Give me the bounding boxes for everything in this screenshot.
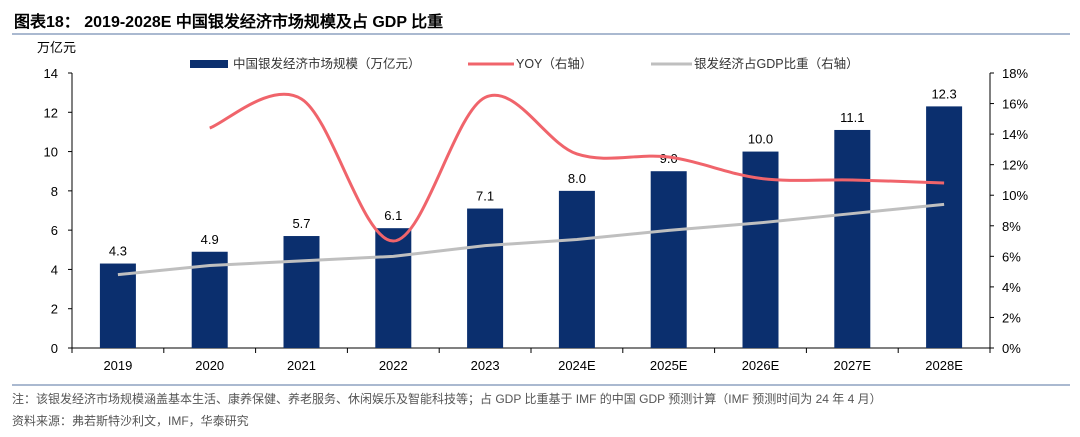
bar-2024E xyxy=(558,190,595,348)
legend: 中国银发经济市场规模（万亿元） YOY（右轴） 银发经济占GDP比重（右轴） xyxy=(190,56,859,71)
right-tick-label: 10% xyxy=(1002,188,1028,203)
bar-data-label: 11.1 xyxy=(840,110,864,125)
bar-data-label: 10.0 xyxy=(748,132,773,147)
bar-2022 xyxy=(375,228,412,348)
legend-label-gdp-share: 银发经济占GDP比重（右轴） xyxy=(694,56,859,71)
right-tick-label: 18% xyxy=(1002,66,1028,81)
right-tick-label: 8% xyxy=(1002,219,1021,234)
left-tick-label: 12 xyxy=(44,105,58,120)
right-tick-label: 0% xyxy=(1002,341,1021,356)
right-tick-label: 4% xyxy=(1002,280,1021,295)
bar-data-label: 5.7 xyxy=(292,216,310,231)
x-tick-label: 2023 xyxy=(471,358,500,373)
x-tick-label: 2024E xyxy=(558,358,596,373)
x-tick-label: 2025E xyxy=(650,358,688,373)
x-tick-label: 2021 xyxy=(287,358,316,373)
footnote: 注：该银发经济市场规模涵盖基本生活、康养保健、养老服务、休闲娱乐及智能科技等；占… xyxy=(12,391,882,406)
left-tick-label: 0 xyxy=(51,341,58,356)
right-tick-label: 16% xyxy=(1002,97,1028,112)
bar-2028E xyxy=(926,106,963,349)
bar-data-label: 4.3 xyxy=(109,244,127,259)
right-tick-label: 14% xyxy=(1002,127,1028,142)
bar-2025E xyxy=(650,171,687,348)
x-tick-label: 2027E xyxy=(834,358,872,373)
left-tick-label: 6 xyxy=(51,223,58,238)
bar-data-label: 8.0 xyxy=(568,171,586,186)
axes: 0 2 4 6 8 10 12 14 0% 2% 4% 6% 8% 10% 12% 14% 16% 18% 2019… xyxy=(44,66,1029,373)
bar-data-label: 6.1 xyxy=(384,208,402,223)
bar-2019 xyxy=(99,263,136,348)
gdp-share-line xyxy=(117,202,945,277)
legend-label-market-size: 中国银发经济市场规模（万亿元） xyxy=(233,56,421,71)
y-axis-label: 万亿元 xyxy=(37,40,76,55)
x-tick-label: 2028E xyxy=(925,358,963,373)
left-tick-label: 8 xyxy=(51,184,58,199)
right-tick-label: 2% xyxy=(1002,310,1021,325)
x-tick-label: 2022 xyxy=(379,358,408,373)
right-tick-label: 12% xyxy=(1002,158,1028,173)
x-tick-label: 2020 xyxy=(195,358,224,373)
bar-2026E xyxy=(742,151,779,348)
bar-data-label: 9.0 xyxy=(660,151,678,166)
left-tick-label: 14 xyxy=(44,66,58,81)
bar-2021 xyxy=(283,236,320,348)
bar-data-label: 12.3 xyxy=(931,86,956,101)
bar-2023 xyxy=(467,208,504,348)
x-tick-label: 2026E xyxy=(742,358,780,373)
bar-data-label: 7.1 xyxy=(476,189,494,204)
lines xyxy=(117,92,945,277)
left-tick-label: 2 xyxy=(51,302,58,317)
legend-swatch-market-size xyxy=(190,60,228,68)
source: 资料来源：弗若斯特沙利文，IMF，华泰研究 xyxy=(12,413,249,428)
legend-label-yoy: YOY（右轴） xyxy=(516,56,592,71)
yoy-line xyxy=(209,92,945,243)
bars: 4.3 4.9 5.7 6.1 7.1 8.0 9.0 10.0 11.1 12.3 xyxy=(99,86,963,349)
bar-data-label: 4.9 xyxy=(201,232,219,247)
left-tick-label: 10 xyxy=(44,145,58,160)
chart-title: 图表18： 2019-2028E 中国银发经济市场规模及占 GDP 比重 xyxy=(14,12,443,31)
x-tick-label: 2019 xyxy=(103,358,132,373)
left-tick-label: 4 xyxy=(51,262,58,277)
bar-2027E xyxy=(834,129,871,348)
right-tick-label: 6% xyxy=(1002,249,1021,264)
